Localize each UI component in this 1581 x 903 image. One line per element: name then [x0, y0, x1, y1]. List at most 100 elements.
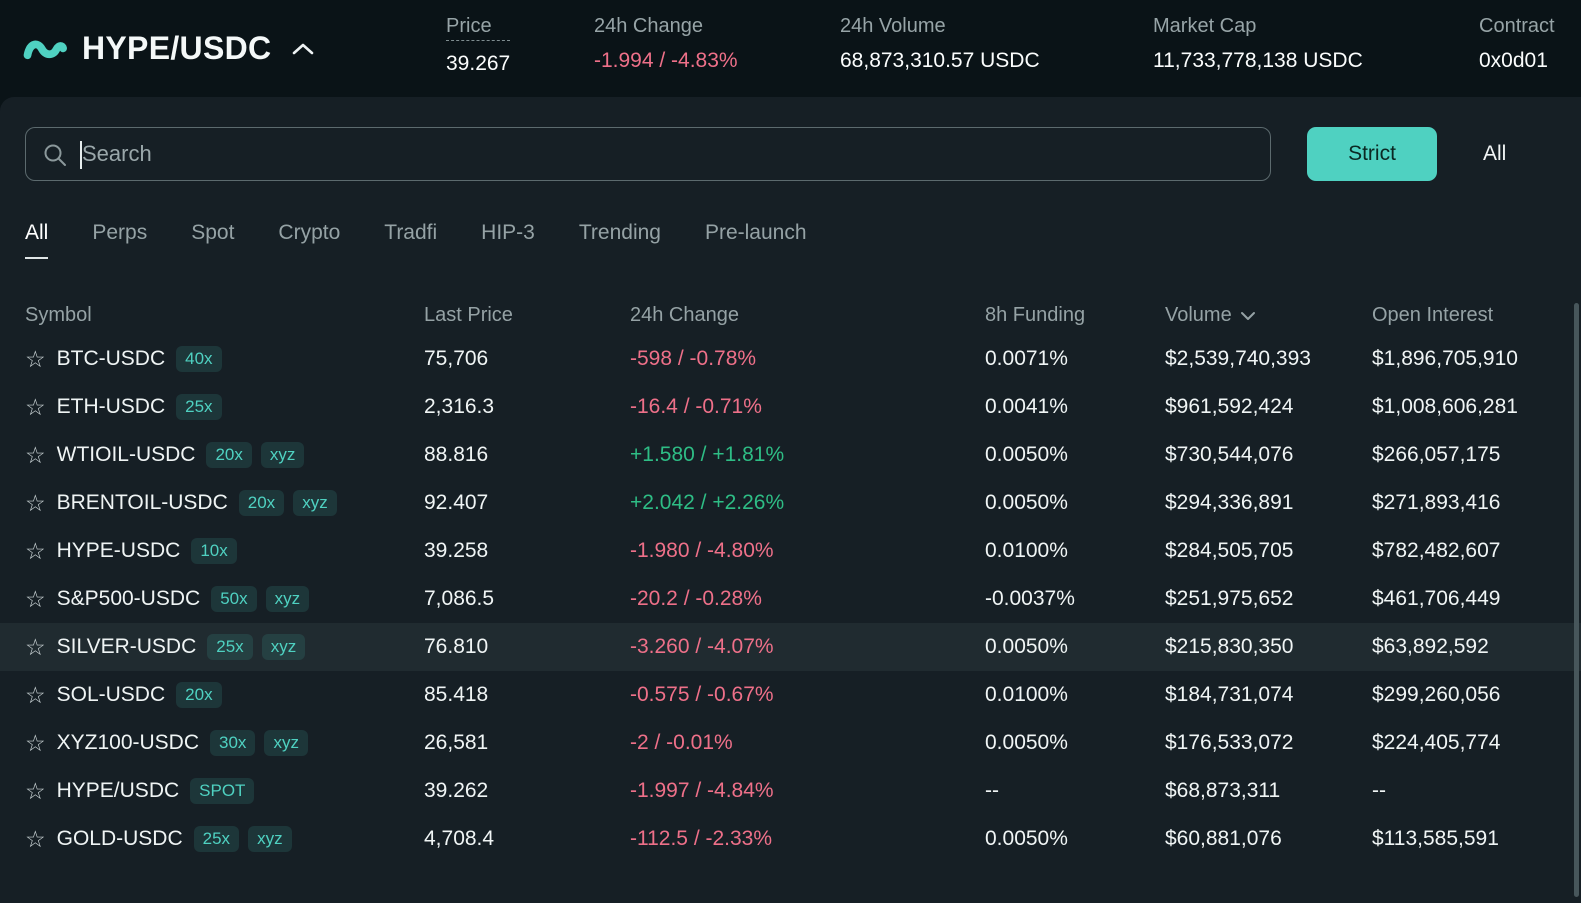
tab-crypto[interactable]: Crypto: [278, 221, 341, 244]
change-cell: -598 / -0.78%: [630, 347, 757, 370]
badge-group: 40x: [176, 345, 222, 373]
tab-pre-launch[interactable]: Pre-launch: [704, 221, 807, 244]
tab-hip-3[interactable]: HIP-3: [481, 221, 535, 244]
table-row[interactable]: ☆ GOLD-USDC 25x xyz 4,708.4 -112.5 / -2.3…: [0, 815, 1581, 863]
col-last-price[interactable]: Last Price: [424, 303, 513, 326]
volume-cell: $176,533,072: [1165, 731, 1294, 754]
search-icon: [42, 142, 68, 173]
symbol-label: SOL-USDC: [56, 683, 166, 706]
favorite-star-icon[interactable]: ☆: [25, 393, 46, 420]
last-price-cell: 39.262: [424, 779, 489, 802]
stat-price-label: Price: [446, 15, 511, 41]
stat-24h-change: 24h Change -1.994 / -4.83%: [594, 15, 738, 73]
symbol-cell: ☆ SILVER-USDC 25x xyz: [25, 633, 424, 661]
table-header-row: Symbol Last Price 24h Change 8h Funding …: [0, 295, 1581, 335]
market-badge: 50x: [211, 585, 257, 613]
strict-button[interactable]: Strict: [1307, 127, 1437, 181]
stat-24h-change-label: 24h Change: [594, 15, 703, 37]
symbol-label: BRENTOIL-USDC: [56, 491, 228, 514]
symbol-cell: ☆ HYPE/USDC SPOT: [25, 777, 424, 805]
last-price-cell: 92.407: [424, 491, 489, 514]
volume-cell: $961,592,424: [1165, 395, 1294, 418]
volume-cell: $251,975,652: [1165, 587, 1294, 610]
favorite-star-icon[interactable]: ☆: [25, 585, 46, 612]
favorite-star-icon[interactable]: ☆: [25, 633, 46, 660]
tab-all[interactable]: All: [25, 221, 49, 259]
oi-cell: $266,057,175: [1372, 443, 1501, 466]
funding-cell: 0.0041%: [985, 395, 1068, 418]
market-badge: xyz: [293, 489, 337, 517]
favorite-star-icon[interactable]: ☆: [25, 777, 46, 804]
tab-perps[interactable]: Perps: [92, 221, 148, 244]
search-box[interactable]: [25, 127, 1271, 181]
badge-group: 20x xyz: [238, 489, 337, 517]
last-price-cell: 85.418: [424, 683, 489, 706]
pair-selector[interactable]: HYPE/USDC: [22, 0, 315, 97]
col-volume-label: Volume: [1165, 303, 1232, 326]
symbol-label: S&P500-USDC: [56, 587, 201, 610]
table-row[interactable]: ☆ HYPE-USDC 10x 39.258 -1.980 / -4.80% 0…: [0, 527, 1581, 575]
symbol-label: SILVER-USDC: [56, 635, 197, 658]
table-row[interactable]: ☆ BRENTOIL-USDC 20x xyz 92.407 +2.042 / +…: [0, 479, 1581, 527]
market-badge: 20x: [206, 441, 252, 469]
table-row[interactable]: ☆ HYPE/USDC SPOT 39.262 -1.997 / -4.84% …: [0, 767, 1581, 815]
badge-group: 20x xyz: [206, 441, 305, 469]
table-row[interactable]: ☆ BTC-USDC 40x 75,706 -598 / -0.78% 0.00…: [0, 335, 1581, 383]
badge-group: SPOT: [190, 777, 255, 805]
badge-group: 10x: [191, 537, 237, 565]
volume-cell: $2,539,740,393: [1165, 347, 1311, 370]
last-price-cell: 39.258: [424, 539, 489, 562]
all-filter-button[interactable]: All: [1453, 127, 1536, 181]
chevron-up-icon: [291, 42, 315, 61]
table-row[interactable]: ☆ WTIOIL-USDC 20x xyz 88.816 +1.580 / +1.…: [0, 431, 1581, 479]
oi-cell: $63,892,592: [1372, 635, 1489, 658]
table-row[interactable]: ☆ SILVER-USDC 25x xyz 76.810 -3.260 / -4.…: [0, 623, 1581, 671]
favorite-star-icon[interactable]: ☆: [25, 345, 46, 372]
tab-trending[interactable]: Trending: [578, 221, 661, 244]
change-cell: -112.5 / -2.33%: [630, 827, 773, 850]
favorite-star-icon[interactable]: ☆: [25, 825, 46, 852]
symbol-cell: ☆ ETH-USDC 25x: [25, 393, 424, 421]
table-row[interactable]: ☆ S&P500-USDC 50x xyz 7,086.5 -20.2 / -0.…: [0, 575, 1581, 623]
favorite-star-icon[interactable]: ☆: [25, 729, 46, 756]
col-8h-funding[interactable]: 8h Funding: [985, 303, 1086, 326]
change-cell: -1.980 / -4.80%: [630, 539, 774, 562]
tab-spot[interactable]: Spot: [191, 221, 235, 244]
col-volume[interactable]: Volume: [1165, 304, 1372, 327]
table-row[interactable]: ☆ ETH-USDC 25x 2,316.3 -16.4 / -0.71% 0.…: [0, 383, 1581, 431]
funding-cell: 0.0050%: [985, 731, 1068, 754]
favorite-star-icon[interactable]: ☆: [25, 537, 46, 564]
badge-group: 25x: [176, 393, 222, 421]
last-price-cell: 76.810: [424, 635, 489, 658]
change-cell: -3.260 / -4.07%: [630, 635, 774, 658]
symbol-cell: ☆ HYPE-USDC 10x: [25, 537, 424, 565]
oi-cell: $224,405,774: [1372, 731, 1501, 754]
search-row: Strict All: [0, 97, 1581, 181]
market-badge: 25x: [207, 633, 253, 661]
search-input[interactable]: [26, 128, 1270, 180]
chevron-down-icon: [1240, 304, 1256, 327]
col-24h-change[interactable]: 24h Change: [630, 303, 739, 326]
tab-tradfi[interactable]: Tradfi: [384, 221, 438, 244]
market-badge: 20x: [238, 489, 285, 517]
col-symbol: Symbol: [25, 303, 92, 326]
oi-cell: $299,260,056: [1372, 683, 1501, 706]
volume-cell: $68,873,311: [1165, 779, 1281, 802]
volume-cell: $215,830,350: [1165, 635, 1294, 658]
favorite-star-icon[interactable]: ☆: [25, 489, 46, 516]
oi-cell: $1,008,606,281: [1372, 395, 1518, 418]
table-row[interactable]: ☆ SOL-USDC 20x 85.418 -0.575 / -0.67% 0.…: [0, 671, 1581, 719]
symbol-cell: ☆ GOLD-USDC 25x xyz: [25, 825, 424, 853]
scrollbar-thumb[interactable]: [1574, 303, 1579, 897]
symbol-cell: ☆ SOL-USDC 20x: [25, 681, 424, 709]
funding-cell: 0.0050%: [985, 827, 1068, 850]
change-cell: -2 / -0.01%: [630, 731, 733, 754]
symbol-label: HYPE/USDC: [56, 779, 180, 802]
favorite-star-icon[interactable]: ☆: [25, 441, 46, 468]
stat-contract-label: Contract: [1479, 15, 1555, 37]
favorite-star-icon[interactable]: ☆: [25, 681, 46, 708]
table-row[interactable]: ☆ XYZ100-USDC 30x xyz 26,581 -2 / -0.01% …: [0, 719, 1581, 767]
funding-cell: 0.0071%: [985, 347, 1068, 370]
col-open-interest[interactable]: Open Interest: [1372, 303, 1494, 326]
market-badge: 30x: [210, 729, 256, 757]
